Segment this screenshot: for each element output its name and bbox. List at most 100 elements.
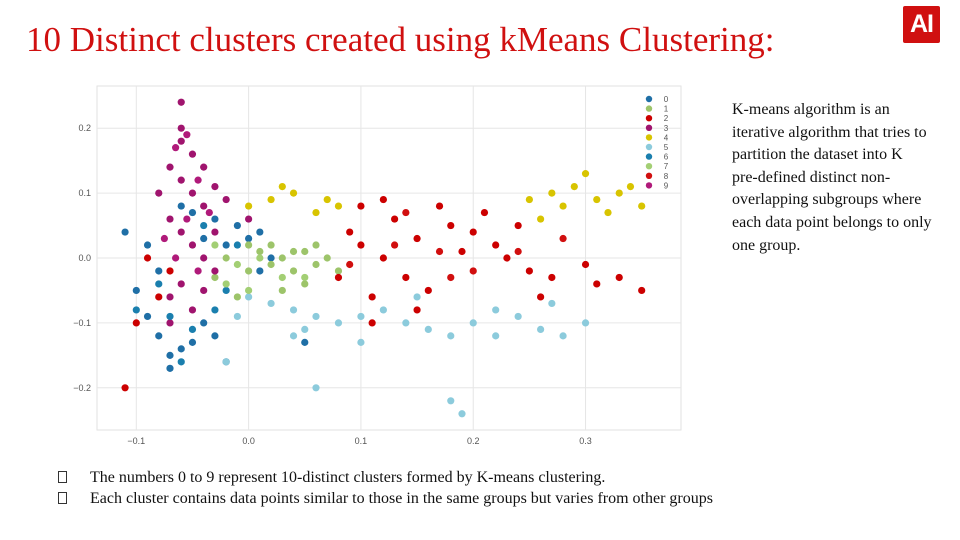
data-point-cluster-2	[548, 273, 556, 282]
bullet-text: Each cluster contains data points simila…	[90, 490, 713, 507]
data-point-cluster-3	[188, 306, 197, 314]
data-point-cluster-2	[132, 319, 140, 327]
data-point-cluster-2	[357, 202, 365, 210]
data-point-cluster-3	[211, 183, 219, 191]
data-point-cluster-0	[211, 215, 219, 223]
data-point-cluster-5	[447, 332, 455, 340]
data-point-cluster-0	[256, 267, 264, 275]
data-point-cluster-2	[379, 195, 387, 204]
data-point-cluster-4	[267, 195, 275, 204]
data-point-cluster-2	[447, 221, 455, 230]
data-point-cluster-3	[245, 215, 253, 223]
data-point-cluster-5	[267, 299, 275, 308]
data-point-cluster-3	[155, 189, 163, 197]
data-point-cluster-5	[357, 338, 365, 346]
data-point-cluster-3	[166, 319, 174, 327]
data-point-cluster-2	[638, 286, 646, 295]
data-point-cluster-1	[301, 247, 309, 256]
data-point-cluster-8	[447, 273, 455, 282]
data-point-cluster-6	[132, 306, 140, 314]
data-point-cluster-1	[222, 254, 230, 262]
data-point-cluster-2	[593, 280, 601, 288]
data-point-cluster-2	[166, 267, 174, 275]
data-point-cluster-9	[194, 176, 202, 184]
data-point-cluster-3	[177, 280, 185, 288]
data-point-cluster-9	[172, 144, 180, 152]
data-point-cluster-1	[211, 273, 219, 282]
data-point-cluster-0	[177, 202, 185, 210]
data-point-cluster-1	[301, 280, 309, 288]
data-point-cluster-8	[435, 247, 444, 256]
data-point-cluster-3	[188, 189, 197, 197]
data-point-cluster-5	[537, 325, 545, 333]
legend-marker-5	[645, 143, 653, 151]
data-point-cluster-6	[222, 286, 230, 295]
data-point-cluster-1	[289, 267, 298, 275]
data-point-cluster-2	[424, 286, 432, 295]
legend-label-5: 5	[664, 143, 669, 152]
y-tick-label: −0.1	[73, 318, 91, 328]
data-point-cluster-3	[188, 150, 197, 158]
tick-labels: −0.1 0.0 0.1 0.2 0.3 −0.2 −0.1 0.0 0.1 0.2	[73, 123, 592, 446]
data-point-cluster-2	[480, 208, 489, 217]
data-point-cluster-2	[334, 273, 343, 282]
data-point-cluster-4	[581, 170, 590, 178]
data-point-cluster-0	[188, 338, 197, 346]
legend-marker-2	[645, 115, 653, 122]
brand-logo: AI	[903, 6, 940, 43]
data-point-cluster-2	[368, 319, 376, 327]
data-point-cluster-0	[143, 241, 152, 249]
bullet-box-icon	[58, 492, 67, 504]
data-point-cluster-5	[357, 312, 365, 321]
data-point-cluster-3	[177, 137, 185, 145]
legend-label-3: 3	[664, 124, 669, 133]
data-point-cluster-5	[469, 319, 477, 327]
data-point-cluster-3	[177, 98, 185, 106]
data-point-cluster-4	[537, 215, 545, 223]
legend-label-6: 6	[664, 153, 669, 162]
data-point-cluster-2	[581, 260, 590, 269]
data-point-cluster-5	[222, 358, 230, 366]
data-point-cluster-0	[222, 241, 230, 249]
data-point-cluster-8	[514, 247, 522, 256]
legend-marker-6	[645, 153, 653, 160]
data-point-cluster-2	[458, 247, 466, 256]
data-point-cluster-8	[402, 208, 410, 217]
legend-label-7: 7	[664, 162, 669, 171]
data-point-cluster-5	[458, 410, 466, 418]
data-point-cluster-1	[278, 254, 286, 262]
data-point-cluster-6	[211, 306, 219, 314]
data-point-cluster-6	[155, 280, 163, 288]
data-point-cluster-4	[323, 195, 331, 204]
data-point-cluster-6	[166, 312, 174, 321]
data-point-cluster-2	[368, 293, 376, 301]
data-point-cluster-3	[166, 215, 174, 223]
data-point-cluster-3	[211, 228, 219, 236]
legend-label-0: 0	[664, 95, 669, 104]
data-point-cluster-5	[379, 306, 387, 314]
data-point-cluster-2	[469, 228, 477, 236]
data-point-cluster-0	[143, 312, 152, 321]
y-tick-label: 0.0	[78, 253, 91, 263]
data-point-cluster-2	[537, 293, 545, 301]
data-point-cluster-1	[289, 247, 298, 256]
data-point-cluster-3	[200, 202, 208, 210]
data-point-cluster-4	[615, 189, 623, 197]
data-point-cluster-4	[334, 202, 343, 210]
legend-label-9: 9	[664, 181, 669, 190]
data-point-cluster-1	[323, 254, 331, 262]
data-point-cluster-9	[172, 254, 180, 262]
data-point-cluster-0	[155, 267, 163, 275]
data-point-cluster-7	[278, 273, 286, 282]
data-point-cluster-0	[245, 234, 253, 243]
legend-label-8: 8	[664, 172, 669, 181]
data-point-cluster-7	[233, 260, 241, 269]
bullet-item: The numbers 0 to 9 represent 10-distinct…	[58, 467, 713, 488]
data-point-cluster-2	[413, 234, 421, 243]
legend-label-1: 1	[664, 105, 669, 114]
data-point-cluster-4	[278, 183, 286, 191]
data-point-cluster-5	[301, 325, 309, 333]
data-point-cluster-9	[160, 234, 168, 243]
